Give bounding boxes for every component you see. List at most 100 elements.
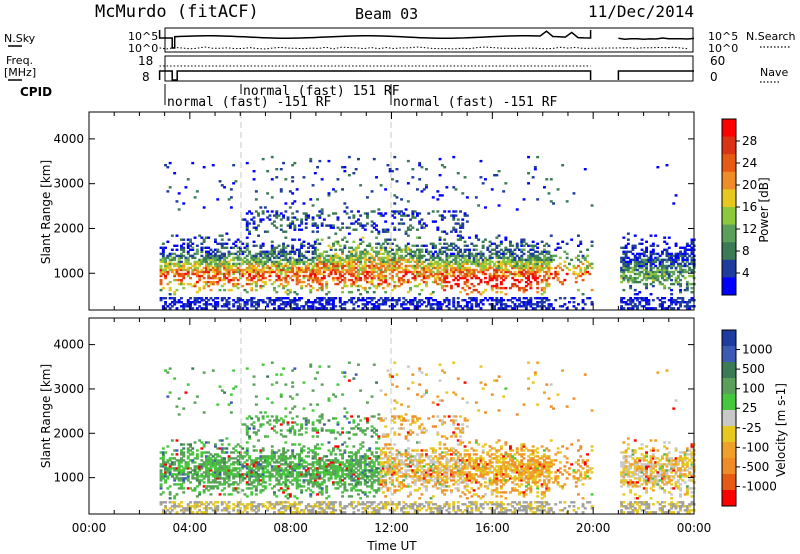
power-cell-2969 (520, 256, 524, 260)
power-cell-3456 (633, 234, 637, 237)
power-cell-3175 (545, 280, 549, 284)
power-cell-1936 (393, 264, 397, 268)
velocity-cell-116 (175, 449, 179, 452)
power-cell-2241 (429, 270, 433, 274)
power-cell-1444 (336, 218, 340, 221)
freq-frame (164, 55, 694, 82)
power-cell-3133 (540, 301, 544, 304)
velocity-cell-397 (214, 459, 217, 462)
velocity-cell-679 (250, 459, 254, 462)
power-cell-3026 (527, 262, 530, 266)
power-cell-1132 (302, 305, 306, 308)
power-cell-2402 (447, 262, 451, 266)
power-cell-1173 (307, 266, 310, 270)
power-cell-1217 (311, 246, 315, 249)
power-cell-1541 (350, 291, 354, 294)
power-cell-461 (223, 282, 226, 286)
power-cell-1262 (316, 248, 319, 251)
power-cell-72 (168, 258, 172, 262)
power-cell-2253 (431, 291, 435, 294)
power-cell-1140 (302, 256, 306, 260)
power-cell-3062 (531, 270, 535, 274)
power-cell-619 (245, 303, 249, 306)
power-cell-1931 (393, 286, 397, 290)
power-cell-2187 (422, 276, 426, 280)
power-cell-46 (164, 246, 167, 249)
velocity-cell-257 (195, 467, 199, 470)
power-cell-181 (184, 186, 188, 189)
power-cell-3451 (633, 258, 637, 262)
power-cell-401 (214, 238, 217, 241)
power-cell-2748 (493, 307, 496, 310)
velocity-cell-615 (243, 455, 247, 458)
power-cell-2635 (474, 256, 478, 260)
power-cell-3446 (633, 268, 637, 272)
velocity-cell-623 (245, 487, 249, 490)
power-cell-1907 (391, 299, 394, 302)
power-cell-2903 (511, 254, 515, 258)
power-cell-2762 (493, 174, 496, 177)
power-cell-3767 (679, 252, 682, 256)
velocity-cell-266 (198, 501, 202, 504)
velocity-cell-408 (216, 481, 220, 484)
velocity-cell-871 (273, 425, 276, 428)
power-cell-1405 (332, 244, 335, 247)
power-cell-3352 (620, 256, 623, 260)
velocity-cell-949 (282, 455, 285, 458)
power-cell-2884 (509, 254, 512, 258)
power-cell-3259 (565, 307, 569, 310)
power-cell-2072 (409, 260, 412, 264)
power-cell-1897 (388, 254, 392, 258)
power-cell-334 (207, 280, 211, 284)
power-cell-1802 (379, 297, 383, 300)
power-cell-2027 (404, 272, 408, 276)
velocity-cell-835 (270, 503, 274, 506)
power-cell-3526 (645, 276, 648, 280)
power-cell-3093 (533, 168, 537, 171)
power-cell-2133 (416, 256, 419, 260)
power-cell-1795 (377, 250, 381, 253)
velocity-cell-912 (277, 419, 281, 422)
power-cell-732 (257, 278, 260, 282)
power-cell-2749 (493, 305, 496, 308)
velocity-cell-843 (270, 457, 274, 460)
power-cell-1493 (343, 272, 347, 276)
power-cell-707 (254, 288, 258, 292)
power-cell-3654 (663, 266, 667, 270)
power-cell-1914 (391, 268, 394, 272)
power-cell-2008 (402, 307, 406, 310)
power-cell-3735 (674, 242, 678, 245)
power-cell-1073 (295, 303, 299, 306)
power-cell-3810 (685, 256, 689, 260)
power-cell-3616 (658, 282, 662, 286)
power-cell-1482 (341, 222, 344, 225)
power-cell-467 (223, 266, 226, 270)
power-cell-2343 (440, 246, 444, 249)
velocity-cell-402 (216, 509, 220, 512)
power-cell-3758 (679, 282, 682, 286)
power-cell-1031 (291, 266, 295, 270)
power-cell-250 (195, 291, 199, 294)
power-cell-2349 (440, 164, 444, 167)
power-cell-1389 (332, 307, 335, 310)
power-cell-1722 (370, 278, 374, 282)
power-cell-2917 (513, 266, 517, 270)
power-cell-1752 (372, 260, 376, 264)
power-cell-664 (250, 301, 254, 304)
power-cell-459 (223, 297, 226, 300)
velocity-cell-305 (202, 461, 206, 464)
power-cell-845 (270, 248, 274, 251)
power-cell-311 (205, 307, 208, 310)
power-cell-3747 (676, 258, 680, 262)
velocity-cell-772 (261, 477, 265, 480)
power-cell-1841 (381, 214, 385, 217)
power-cell-609 (243, 301, 247, 304)
power-cell-515 (229, 278, 233, 282)
power-cell-585 (239, 262, 242, 266)
power-cell-1804 (379, 278, 383, 282)
velocity-cell-566 (236, 473, 240, 476)
power-cell-2175 (420, 256, 424, 260)
power-cell-708 (254, 284, 258, 288)
velocity-cell-350 (209, 507, 213, 510)
velocity-cell-42 (164, 467, 167, 470)
